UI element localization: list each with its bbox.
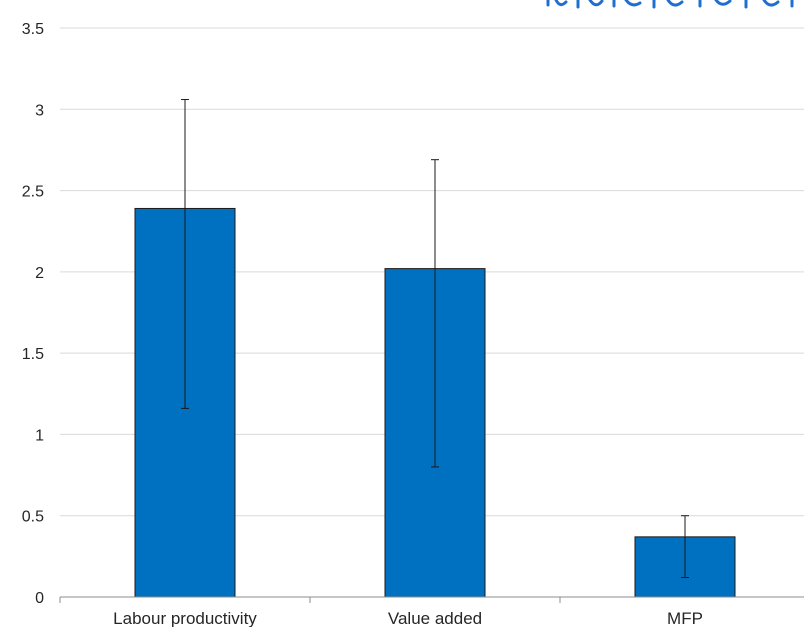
x-tick-label: Value added xyxy=(388,609,482,627)
y-tick-labels: 0 0.5 1 1.5 2 2.5 3 3.5 xyxy=(22,21,44,607)
error-bar xyxy=(681,515,689,578)
y-tick-label: 2 xyxy=(35,265,44,282)
y-tick-label: 1 xyxy=(35,427,44,444)
y-tick-label: 2.5 xyxy=(22,184,44,201)
error-bar xyxy=(181,99,189,409)
y-tick-label: 0.5 xyxy=(22,509,44,526)
header-fragment-strokes xyxy=(546,0,794,9)
error-bars xyxy=(181,99,689,578)
y-tick-label: 3.5 xyxy=(22,21,44,38)
x-tick-label: MFP xyxy=(667,609,703,627)
error-bar xyxy=(431,159,439,468)
y-tick-label: 3 xyxy=(35,102,44,119)
x-axis xyxy=(59,596,804,603)
x-tick-label: Labour productivity xyxy=(113,609,257,627)
y-tick-label: 1.5 xyxy=(22,346,44,363)
x-tick-labels: Labour productivity Value added MFP xyxy=(113,609,703,627)
y-tick-label: 0 xyxy=(35,590,44,607)
